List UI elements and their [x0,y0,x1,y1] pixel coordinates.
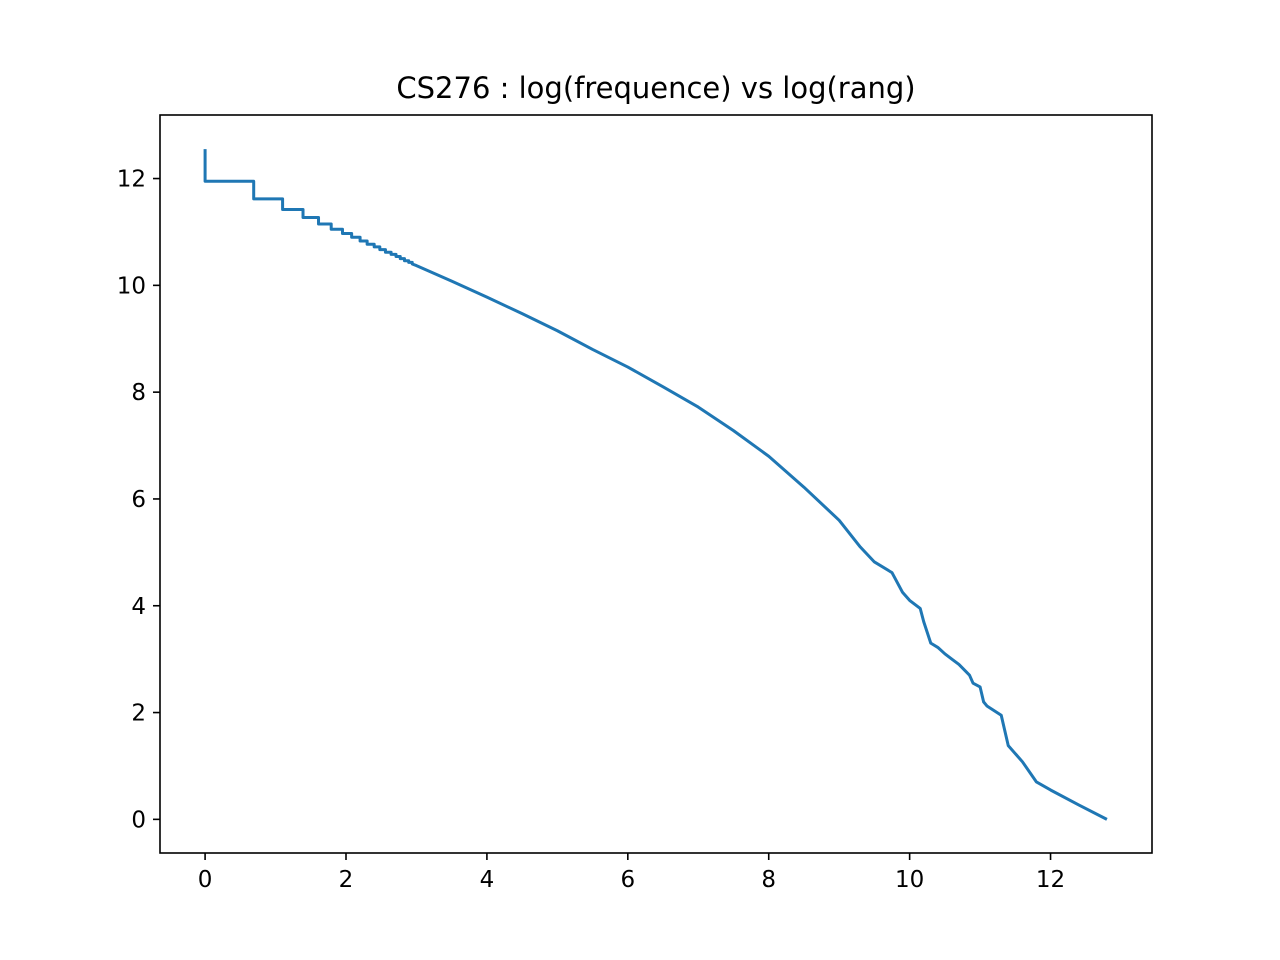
x-axis: 0 2 4 6 8 10 12 [198,853,1065,893]
x-tick-label: 2 [339,867,354,893]
plot-frame [159,114,1153,854]
y-tick-label: 10 [117,273,146,299]
y-tick-label: 8 [131,380,146,406]
y-tick-label: 12 [117,167,146,193]
plot-area [203,149,1108,821]
y-tick-label: 0 [131,807,146,833]
y-axis: 0 2 4 6 8 10 12 [117,167,160,833]
y-tick-label: 6 [131,487,146,513]
x-tick-label: 0 [198,867,213,893]
x-tick-label: 10 [895,867,924,893]
y-tick-label: 4 [131,594,146,620]
x-tick-label: 4 [480,867,495,893]
x-tick-label: 8 [761,867,776,893]
y-tick-label: 2 [131,701,146,727]
chart-title: CS276 : log(frequence) vs log(rang) [396,71,915,105]
x-tick-label: 12 [1036,867,1065,893]
x-tick-label: 6 [620,867,635,893]
series-line-0 [203,149,1108,821]
